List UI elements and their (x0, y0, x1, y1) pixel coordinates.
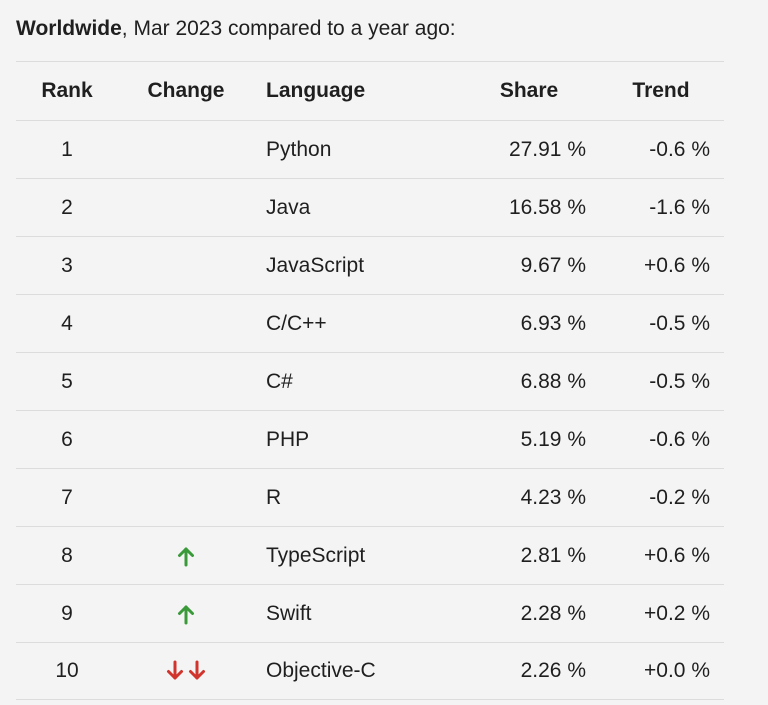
header-change: Change (147, 79, 225, 102)
share-cell: 2.26 % (520, 659, 586, 682)
share-cell: 16.58 % (508, 195, 586, 219)
change-cell (124, 411, 248, 468)
language-cell: C# (266, 369, 293, 393)
table-body: 1 Python 27.91 % -0.6 % 2 Java 16.58 % -1.6 % 3 J… (16, 120, 724, 700)
trend-cell: +0.6 % (644, 253, 710, 277)
change-cell (124, 121, 248, 178)
change-cell (124, 585, 248, 642)
trend-cell: -0.6 % (649, 137, 710, 161)
change-cell (124, 295, 248, 352)
language-cell: TypeScript (266, 543, 366, 567)
language-cell: Objective-C (266, 659, 376, 682)
trend-cell: -0.2 % (649, 485, 710, 509)
language-cell: C/C++ (266, 311, 327, 335)
share-cell: 27.91 % (508, 137, 586, 161)
header-trend: Trend (632, 79, 690, 102)
share-cell: 2.28 % (520, 601, 586, 625)
share-cell: 6.88 % (520, 369, 586, 393)
share-cell: 5.19 % (520, 427, 586, 451)
language-cell: PHP (266, 427, 310, 451)
trend-cell: +0.2 % (644, 601, 710, 625)
header-share: Share (499, 79, 559, 102)
table-row: 7 R 4.23 % -0.2 % (16, 468, 724, 526)
trend-cell: -0.6 % (649, 427, 710, 451)
change-cell (124, 469, 248, 526)
caption-region: Worldwide (16, 17, 122, 40)
table-row: 3 JavaScript 9.67 % +0.6 % (16, 236, 724, 294)
arrow-up-icon (176, 603, 196, 625)
table-row: 1 Python 27.91 % -0.6 % (16, 120, 724, 178)
share-cell: 6.93 % (520, 311, 586, 335)
trend-cell: +0.6 % (644, 543, 710, 567)
double-arrow-down-icon (165, 660, 207, 682)
trend-cell: +0.0 % (644, 659, 710, 682)
rank-cell: 8 (61, 543, 73, 567)
rank-cell: 7 (61, 485, 73, 509)
caption-text: , Mar 2023 compared to a year ago: (121, 17, 456, 40)
share-cell: 9.67 % (520, 253, 586, 277)
table-row: 5 C# 6.88 % -0.5 % (16, 352, 724, 410)
language-cell: Java (266, 195, 311, 219)
change-cell (124, 237, 248, 294)
trend-cell: -1.6 % (649, 195, 710, 219)
language-cell: Python (266, 137, 332, 161)
table-row: 6 PHP 5.19 % -0.6 % (16, 410, 724, 468)
table-row: 8 TypeScript 2.81 % +0.6 % (16, 526, 724, 584)
change-cell (124, 527, 248, 584)
rank-cell: 6 (61, 427, 73, 451)
change-cell (124, 353, 248, 410)
trend-cell: -0.5 % (649, 311, 710, 335)
rank-cell: 5 (61, 369, 73, 393)
language-cell: JavaScript (266, 253, 365, 277)
language-cell: Swift (266, 601, 312, 625)
table-row: 9 Swift 2.28 % +0.2 % (16, 584, 724, 642)
language-cell: R (266, 485, 282, 509)
change-cell (124, 179, 248, 236)
rank-cell: 4 (61, 311, 73, 335)
rank-cell: 10 (55, 659, 79, 682)
table-caption: Worldwide, Mar 2023 compared to a year a… (16, 14, 456, 44)
rank-cell: 1 (61, 137, 73, 161)
rank-cell: 9 (61, 601, 73, 625)
header-language: Language (266, 79, 366, 102)
change-cell (124, 643, 248, 699)
rank-cell: 3 (61, 253, 73, 277)
share-cell: 4.23 % (520, 485, 586, 509)
table-row: 2 Java 16.58 % -1.6 % (16, 178, 724, 236)
trend-cell: -0.5 % (649, 369, 710, 393)
language-ranking-table: Rank Change Language Share Trend 1 Python… (16, 61, 724, 700)
arrow-up-icon (176, 545, 196, 567)
header-rank: Rank (41, 79, 93, 102)
table-row: 10 Objective-C 2.26 % +0.0 % (16, 642, 724, 700)
rank-cell: 2 (61, 195, 73, 219)
table-header-row: Rank Change Language Share Trend (16, 61, 724, 120)
table-row: 4 C/C++ 6.93 % -0.5 % (16, 294, 724, 352)
share-cell: 2.81 % (520, 543, 586, 567)
